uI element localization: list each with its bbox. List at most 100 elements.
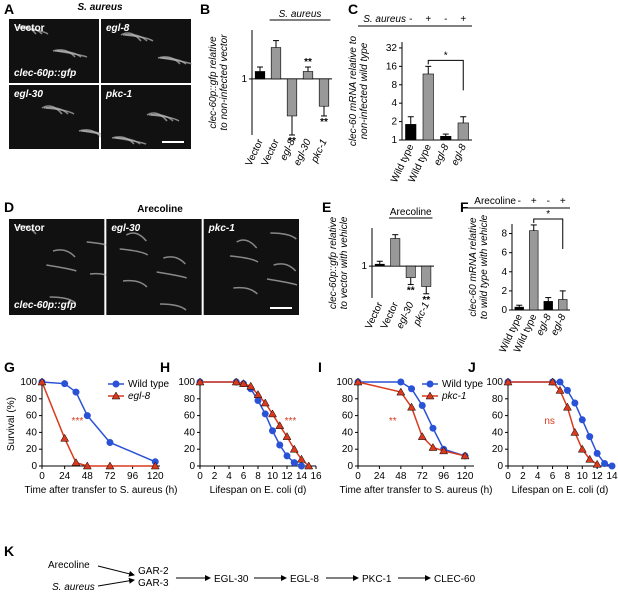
worm (236, 239, 258, 249)
marker (562, 402, 572, 411)
y-tick-label: 100 (336, 377, 353, 388)
node: EGL-8 (290, 574, 319, 585)
micrograph (203, 219, 299, 315)
marker (503, 377, 513, 386)
treatment-label: Arecoline (474, 196, 516, 207)
bar (286, 78, 298, 117)
worm (156, 271, 187, 279)
marker (397, 378, 405, 386)
image-label: Vector (14, 23, 45, 34)
y-axis-label: to non-infected vector (219, 34, 230, 131)
y-axis-label: clec-60 mRNA relative to (348, 35, 359, 146)
y-tick-label: 16 (386, 61, 398, 72)
worm (229, 255, 259, 263)
x-tick-label: 14 (296, 471, 308, 482)
marker (407, 402, 416, 411)
worm (119, 248, 149, 256)
marker (460, 451, 470, 460)
y-tick-label: 100 (486, 377, 503, 388)
y-tick-label: 0 (189, 461, 195, 472)
x-tick-label: 6 (550, 471, 556, 482)
bar (440, 135, 452, 141)
y-tick-label: 80 (342, 394, 354, 405)
node: GAR-3 (138, 578, 169, 589)
panel-label: I (318, 359, 322, 375)
worm (273, 263, 297, 272)
bar (405, 124, 417, 141)
x-tick-label: egl-8 (432, 142, 452, 167)
panel-label: K (4, 543, 14, 559)
x-axis-label: Time after transfer to S. aureus (h) (24, 485, 177, 496)
series-line (41, 381, 156, 467)
marker (555, 385, 565, 394)
marker (261, 410, 269, 418)
treatment-sign: - (518, 196, 521, 207)
worm (115, 137, 147, 145)
image-label: egl-30 (14, 89, 43, 100)
x-tick-label: 120 (457, 471, 474, 482)
x-tick-label: 48 (82, 471, 94, 482)
panel-label: H (160, 359, 170, 375)
series-line (508, 381, 613, 467)
worm (146, 112, 168, 122)
treatment-sign: + (425, 14, 431, 25)
x-tick-label: egl-8 (549, 312, 569, 337)
marker (563, 386, 571, 394)
legend-marker (111, 391, 121, 400)
panel-label: D (4, 199, 14, 215)
node: EGL-30 (214, 574, 249, 585)
x-tick-label: 8 (255, 471, 261, 482)
annotation: *** (285, 416, 297, 427)
treatment-label: S. aureus (363, 14, 406, 25)
bar (514, 306, 524, 311)
y-tick-label: 100 (178, 377, 195, 388)
worm (120, 32, 142, 42)
panel-label: C (348, 1, 358, 17)
panel-label: A (4, 1, 14, 17)
y-tick-label: 20 (492, 444, 504, 455)
x-tick-label: 72 (417, 471, 429, 482)
treatment-sign: - (547, 196, 550, 207)
marker (106, 438, 114, 446)
image-title: S. aureus (77, 2, 122, 13)
marker (396, 387, 406, 396)
arrow (97, 565, 135, 577)
marker (418, 402, 426, 410)
marker (239, 379, 248, 387)
marker (429, 424, 437, 432)
worm (19, 27, 49, 35)
image-label: Vector (14, 223, 45, 234)
y-tick-label: 60 (492, 411, 504, 422)
marker (592, 459, 602, 468)
marker (60, 433, 70, 442)
marker (353, 377, 363, 386)
image-label: egl-30 (111, 223, 140, 234)
worm (56, 50, 88, 58)
bar (302, 71, 314, 80)
marker (585, 454, 595, 463)
worm (270, 232, 297, 240)
image-label: pkc-1 (105, 89, 133, 100)
y-tick-label: 40 (492, 427, 504, 438)
y-tick-label: 20 (342, 444, 354, 455)
panel-label: B (200, 1, 210, 17)
x-tick-label: 96 (127, 471, 139, 482)
marker (417, 432, 427, 440)
y-tick-label: 40 (342, 427, 354, 438)
y-axis-label: to vector with vehicle (339, 216, 350, 309)
bracket-label: Arecoline (390, 207, 432, 218)
marker (61, 380, 69, 388)
comparison-bracket (427, 59, 464, 91)
comparison-bracket (533, 218, 564, 249)
marker (571, 399, 579, 407)
x-tick-label: 0 (355, 471, 361, 482)
worm (46, 264, 77, 272)
worm (150, 114, 180, 122)
bracket-label: S. aureus (279, 9, 322, 20)
treatment-sign: - (409, 14, 412, 25)
reporter-label: clec-60p::gfp (14, 300, 76, 311)
comparison-label: * (546, 209, 550, 220)
marker (577, 444, 587, 453)
significance: ** (407, 286, 415, 297)
marker (601, 459, 609, 467)
